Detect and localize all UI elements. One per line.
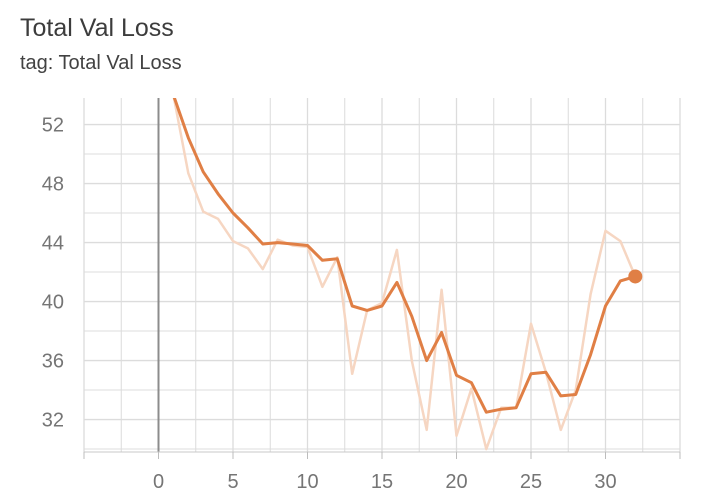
x-tick-label: 20	[445, 471, 467, 493]
chart-subtitle: tag: Total Val Loss	[20, 52, 182, 74]
smoothed-series-line	[172, 98, 637, 414]
x-tick-label: 30	[594, 471, 616, 493]
y-tick-label: 52	[42, 115, 64, 137]
y-tick-label: 36	[42, 351, 64, 373]
last-value-point[interactable]	[628, 269, 643, 284]
y-tick-label: 32	[42, 410, 64, 432]
raw-series-line	[172, 98, 637, 451]
chart-title: Total Val Loss	[20, 14, 174, 42]
x-tick-label: 5	[227, 471, 238, 493]
y-tick-label: 40	[42, 292, 64, 314]
x-tick-label: 15	[371, 471, 393, 493]
x-tick-label: 25	[520, 471, 542, 493]
x-tick-label: 0	[153, 471, 164, 493]
y-tick-label: 44	[42, 233, 64, 255]
x-tick-label: 10	[296, 471, 318, 493]
y-tick-label: 48	[42, 174, 64, 196]
